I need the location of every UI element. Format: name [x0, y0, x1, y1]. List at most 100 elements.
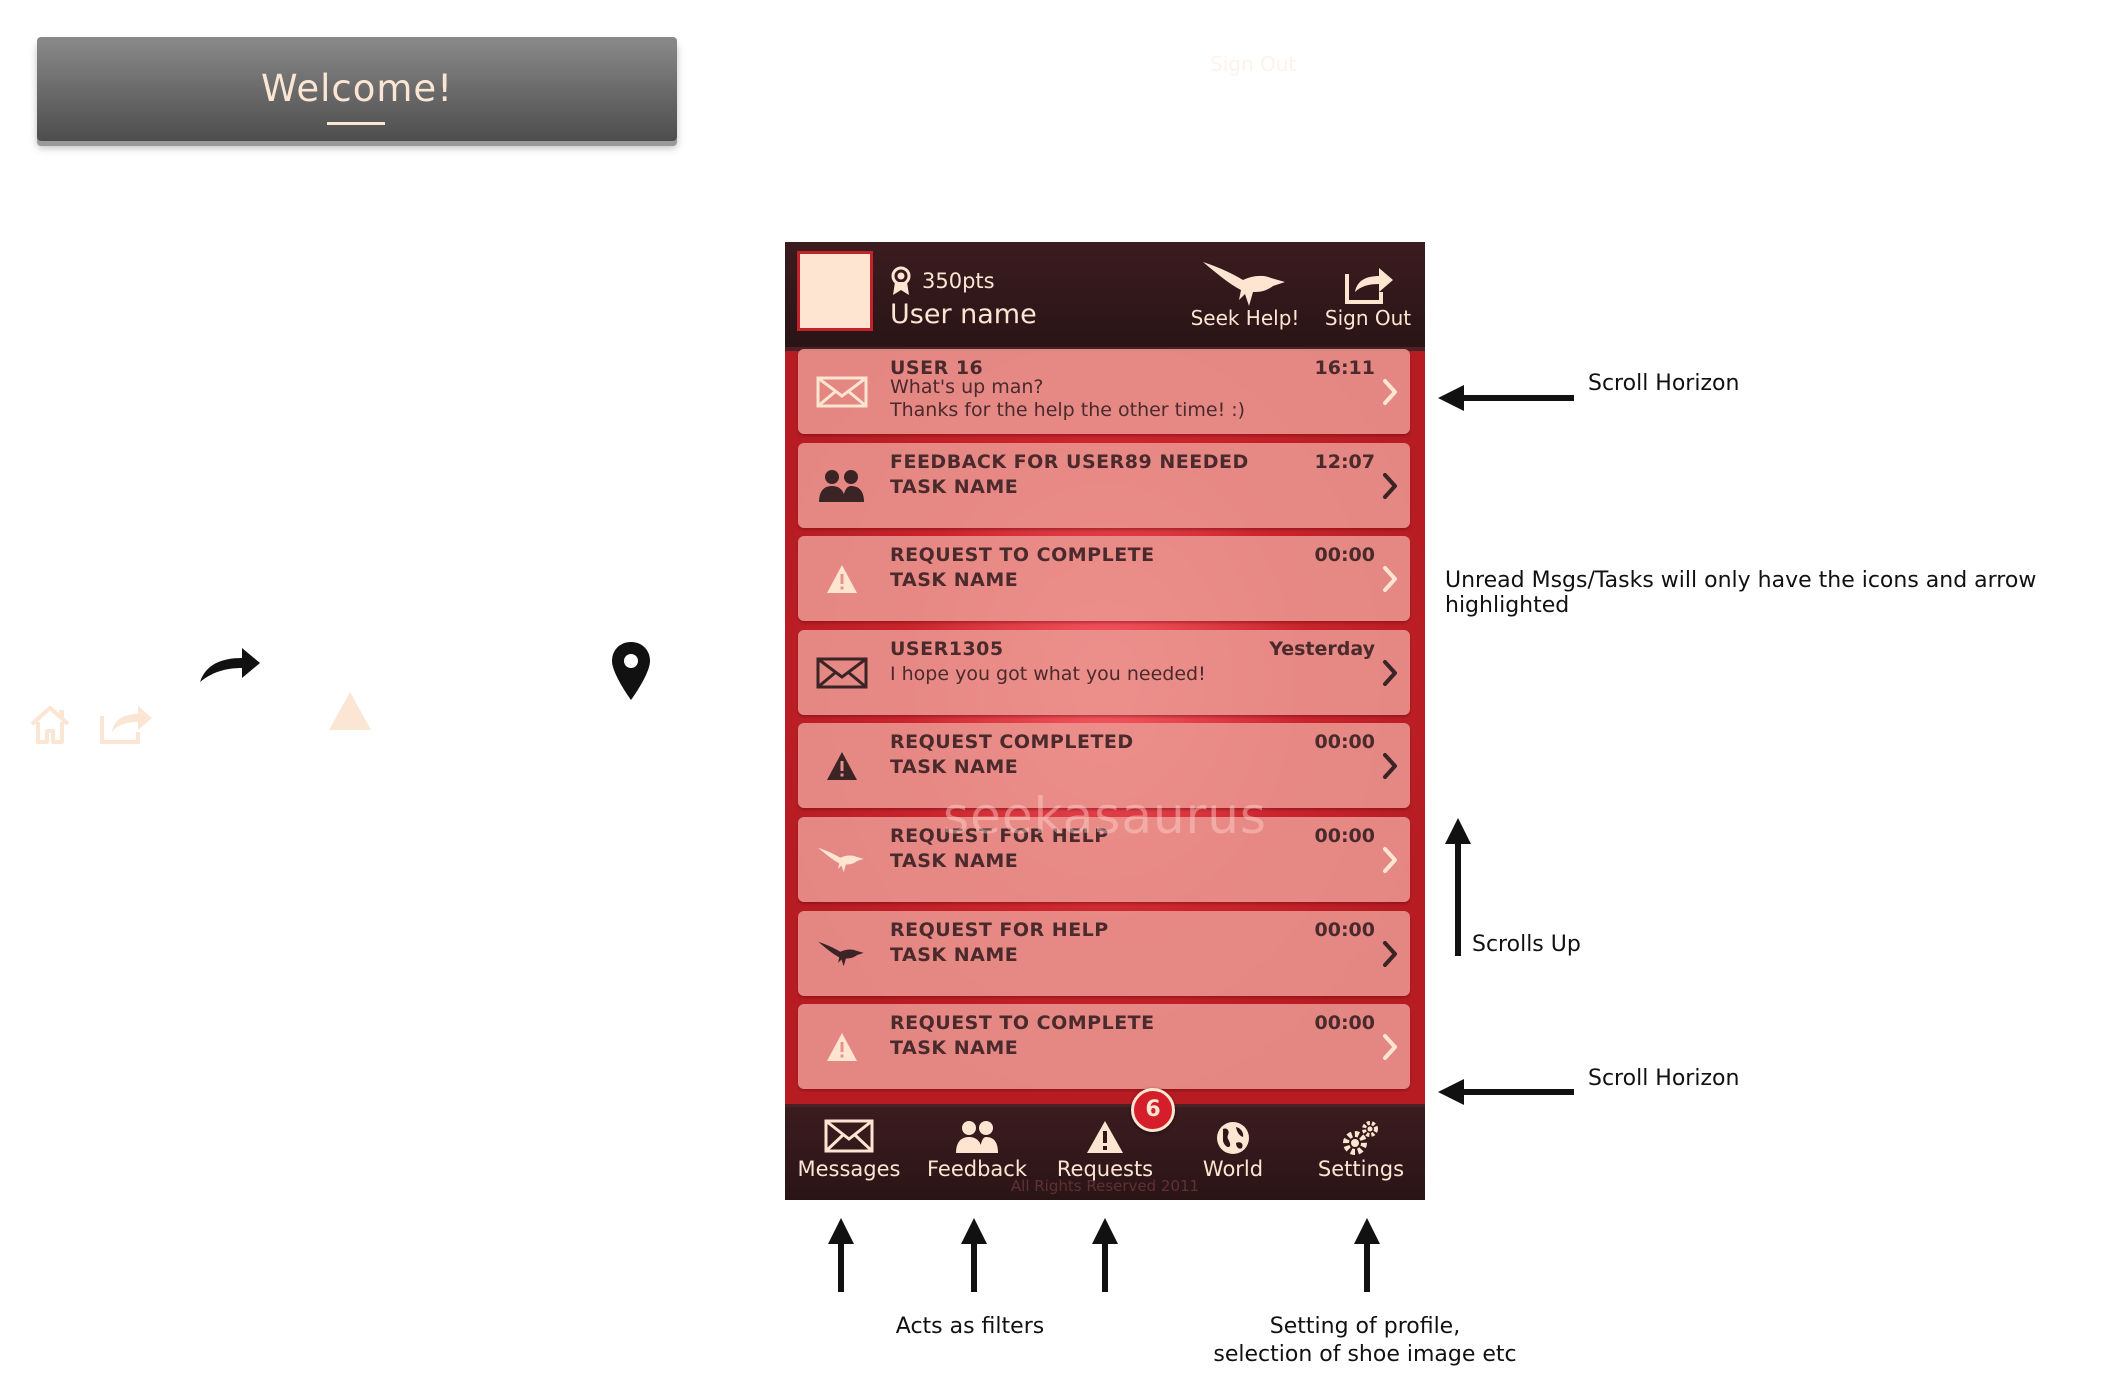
seekasaurus-icon [1203, 262, 1285, 306]
username: User name [890, 299, 1037, 330]
list-item-body: Thanks for the help the other time! :) [890, 399, 1246, 421]
list-item-time: 12:07 [1314, 450, 1375, 473]
chevron-right-icon[interactable] [1382, 939, 1398, 969]
home-icon [26, 700, 74, 748]
app-screen: 350pts User name Seek Help! Sign Out USE… [785, 242, 1425, 1200]
arrow-up-icon [959, 1218, 989, 1298]
gears-icon [1343, 1121, 1378, 1155]
annotation-scroll-horizon-top: Scroll Horizon [1588, 371, 1740, 396]
map-pin-icon [610, 640, 652, 702]
welcome-banner: Welcome! [37, 37, 677, 141]
arrow-up-icon [826, 1218, 856, 1298]
arrow-left-icon [1438, 1077, 1578, 1111]
annotation-scroll-horizon-bottom: Scroll Horizon [1588, 1066, 1740, 1091]
list-item-title: USER 16 [890, 357, 984, 379]
copyright-text: All Rights Reserved 2011 [1010, 1177, 1200, 1195]
app-header: 350pts User name Seek Help! Sign Out [785, 242, 1425, 351]
annotation-unread-note: Unread Msgs/Tasks will only have the ico… [1445, 568, 2037, 618]
points-value: 350pts [922, 269, 995, 293]
sign-out-link[interactable]: Sign Out [1210, 52, 1297, 76]
envelope-icon [824, 1119, 874, 1153]
list-item-subtitle: TASK NAME [890, 1037, 1019, 1060]
list-item[interactable]: REQUEST FOR HELP 00:00 TASK NAME [798, 910, 1410, 996]
list-item-subtitle: I hope you got what you needed! [890, 662, 1206, 685]
watermark-text: seekasaurus [943, 787, 1267, 845]
tab-messages[interactable]: Messages [785, 1107, 913, 1200]
list-item-title: USER1305 [890, 637, 1004, 660]
seek-help-button[interactable]: Seek Help! [1185, 258, 1305, 330]
tab-label: World [1202, 1157, 1264, 1181]
annotation-acts-as-filters: Acts as filters [895, 1314, 1045, 1339]
sign-out-label: Sign Out [1324, 306, 1412, 330]
list-item-time: 00:00 [1314, 731, 1375, 754]
list-item-time: 00:00 [1314, 544, 1375, 567]
bottom-nav: Messages Feedback Requests World Setting… [785, 1104, 1425, 1200]
list-item[interactable]: USER 16 16:11 What's up man? Thanks for the… [798, 349, 1410, 434]
points-display: 350pts [890, 266, 995, 296]
avatar[interactable] [797, 251, 873, 331]
tab-label: Feedback [926, 1157, 1027, 1181]
list-item-title: REQUEST COMPLETED [890, 731, 1134, 754]
list-item-time: 00:00 [1314, 1012, 1375, 1035]
users-icon [956, 1121, 998, 1153]
list-item-subtitle: TASK NAME [890, 850, 1019, 872]
list-item-subtitle: What's up man? [890, 376, 1044, 398]
arrow-up-icon [1443, 818, 1473, 962]
sign-out-button[interactable]: Sign Out [1312, 260, 1424, 330]
seekasaurus-icon [816, 929, 868, 979]
list-item-title: REQUEST FOR HELP [890, 825, 1109, 847]
list-item-subtitle: TASK NAME [890, 756, 1019, 779]
chevron-right-icon[interactable] [1382, 658, 1398, 688]
list-item-title: REQUEST FOR HELP [890, 918, 1109, 941]
tab-feedback[interactable]: Feedback [913, 1107, 1041, 1200]
list-item[interactable]: REQUEST FOR HELP 00:00 TASK NAME [798, 817, 1410, 902]
list-item-subtitle: TASK NAME [890, 943, 1019, 966]
list-item-subtitle: TASK NAME [890, 569, 1019, 592]
redo-arrow-icon [198, 646, 262, 686]
arrow-up-icon [1352, 1218, 1382, 1298]
list-item-time: 00:00 [1314, 918, 1375, 941]
seekasaurus-icon [816, 835, 868, 885]
chevron-right-icon[interactable] [1382, 377, 1398, 407]
users-icon [816, 461, 868, 511]
seek-help-label: Seek Help! [1190, 306, 1300, 330]
warning-triangle-icon [327, 690, 373, 732]
chevron-right-icon[interactable] [1382, 471, 1398, 501]
list-item-title: REQUEST TO COMPLETE [890, 1012, 1155, 1035]
tab-world[interactable]: World [1169, 1107, 1297, 1200]
list-item[interactable]: REQUEST COMPLETED 00:00 TASK NAME [798, 723, 1410, 809]
annotation-settings-line2: selection of shoe image etc [1213, 1342, 1517, 1367]
tab-requests[interactable]: Requests [1041, 1107, 1169, 1200]
chevron-right-icon[interactable] [1382, 564, 1398, 594]
warning-icon [816, 554, 868, 604]
chevron-right-icon[interactable] [1382, 1032, 1398, 1062]
list-item-time: 16:11 [1314, 357, 1375, 379]
chevron-right-icon[interactable] [1382, 845, 1398, 875]
tab-label: Requests [1056, 1157, 1154, 1181]
tab-label: Messages [797, 1157, 901, 1181]
warning-icon [1087, 1121, 1123, 1153]
tab-label: Settings [1317, 1157, 1405, 1181]
share-icon [98, 700, 154, 748]
warning-icon [816, 741, 868, 791]
chevron-right-icon[interactable] [1382, 751, 1398, 781]
list-item[interactable]: REQUEST TO COMPLETE 00:00 TASK NAME [798, 536, 1410, 622]
warning-icon [816, 1022, 868, 1072]
arrow-up-icon [1090, 1218, 1120, 1298]
globe-icon [1217, 1122, 1249, 1154]
award-icon [891, 266, 911, 295]
welcome-underline [327, 122, 385, 125]
tab-settings[interactable]: Settings [1297, 1107, 1425, 1200]
list-item[interactable]: FEEDBACK FOR USER89 NEEDED 12:07 TASK NAME [798, 442, 1410, 528]
list-item-time: Yesterday [1269, 637, 1375, 660]
sign-out-icon [1345, 268, 1393, 304]
envelope-open-icon [816, 367, 868, 417]
list-item-title: FEEDBACK FOR USER89 NEEDED [890, 450, 1249, 473]
list-item[interactable]: REQUEST TO COMPLETE 00:00 TASK NAME [798, 1004, 1410, 1090]
envelope-icon [816, 648, 868, 698]
list-item[interactable]: USER1305 Yesterday I hope you got what you… [798, 629, 1410, 715]
annotation-settings-line1: Setting of profile, [1269, 1314, 1461, 1339]
arrow-left-icon [1438, 383, 1578, 417]
list-item-subtitle: TASK NAME [890, 475, 1019, 498]
requests-badge: 6 [1131, 1088, 1175, 1132]
